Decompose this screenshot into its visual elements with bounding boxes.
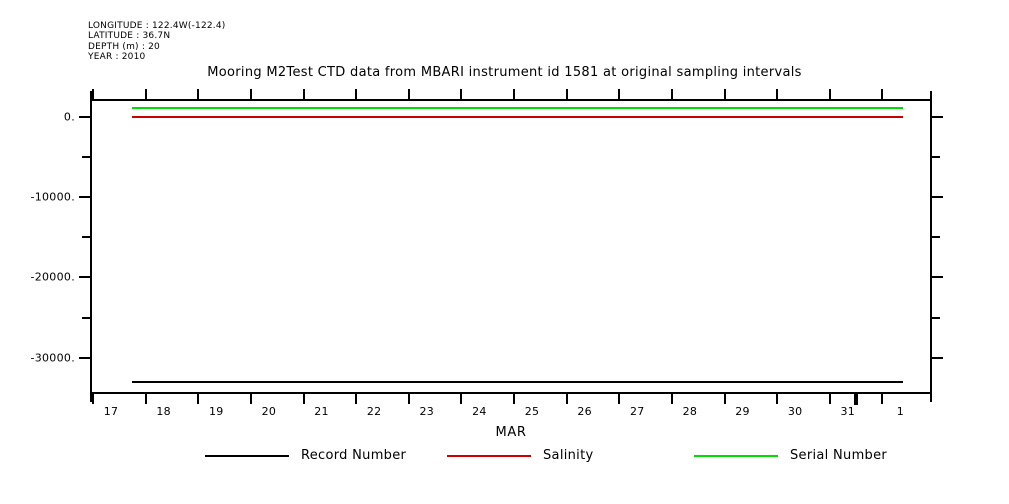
x-tick-label: 31 <box>840 405 856 418</box>
y-tick-major <box>932 276 943 279</box>
y-tick-label: 0. <box>63 110 75 124</box>
x-tick <box>881 394 884 404</box>
x-tick <box>881 89 884 99</box>
y-tick-major <box>79 356 90 359</box>
metadata-year: YEAR : 2010 <box>88 52 146 63</box>
x-tick <box>618 394 621 404</box>
x-tick <box>565 394 568 404</box>
plot-frame <box>90 91 932 402</box>
x-tick <box>723 394 726 404</box>
plot-area: 0. -10000. -20000. -30000. 17 18 19 20 21 22 23 24… <box>30 89 943 440</box>
x-tick-label: 23 <box>419 405 435 418</box>
x-tick <box>776 394 779 404</box>
x-tick <box>92 394 95 404</box>
y-tick-label: -30000. <box>30 351 75 365</box>
x-tick <box>355 394 358 404</box>
x-tick <box>670 89 673 99</box>
x-tick-label: 21 <box>314 405 329 418</box>
x-tick <box>723 89 726 99</box>
metadata-latitude: LATITUDE : 36.7N <box>88 31 171 42</box>
series-line-record-number <box>132 380 904 383</box>
x-tick <box>776 89 779 99</box>
x-tick <box>407 394 410 404</box>
y-tick-minor <box>82 316 90 319</box>
y-tick-major <box>932 115 943 118</box>
legend-label: Salinity <box>543 448 594 463</box>
x-tick-label: 25 <box>524 405 540 418</box>
x-tick <box>197 394 200 404</box>
y-axis-labels: 0. -10000. -20000. -30000. <box>0 99 75 394</box>
chart-title: Mooring M2Test CTD data from MBARI instr… <box>207 65 802 80</box>
metadata-block: LONGITUDE : 122.4W(-122.4) LATITUDE : 36… <box>88 21 226 63</box>
x-tick <box>407 89 410 99</box>
x-tick-month-break <box>854 394 859 405</box>
x-tick-label: 27 <box>629 405 645 418</box>
axis-top <box>90 99 932 101</box>
x-tick-label: 28 <box>682 405 698 418</box>
x-tick <box>828 394 831 404</box>
x-tick <box>513 394 516 404</box>
legend-label: Serial Number <box>790 448 888 463</box>
metadata-longitude: LONGITUDE : 122.4W(-122.4) <box>88 21 226 31</box>
x-tick-label: 19 <box>208 405 224 418</box>
x-axis-title: MAR <box>495 425 527 440</box>
y-tick-minor <box>932 316 940 319</box>
x-tick <box>197 89 200 99</box>
y-tick-minor <box>82 155 90 158</box>
x-tick <box>460 394 463 404</box>
legend-swatch-icon <box>694 455 778 457</box>
x-tick <box>513 89 516 99</box>
legend-swatch-icon <box>205 455 289 457</box>
axis-bottom <box>90 392 932 394</box>
series-line-serial-number <box>132 106 904 109</box>
x-tick-label: 30 <box>787 405 803 418</box>
x-tick <box>302 394 305 404</box>
y-tick-major <box>932 196 943 199</box>
x-tick <box>460 89 463 99</box>
y-tick-label: -10000. <box>30 190 75 204</box>
x-tick-label: 17 <box>103 405 119 418</box>
x-tick <box>565 89 568 99</box>
y-tick-minor <box>932 236 940 239</box>
legend-swatch-icon <box>447 455 531 457</box>
x-tick <box>249 89 252 99</box>
x-tick <box>355 89 358 99</box>
x-tick-label: 24 <box>472 405 487 418</box>
y-tick-major <box>79 115 90 118</box>
x-tick <box>618 89 621 99</box>
y-tick-minor <box>82 236 90 239</box>
series-line-salinity <box>132 116 904 119</box>
x-tick-label: 20 <box>261 405 277 418</box>
y-tick-label: -20000. <box>30 270 75 284</box>
y-tick-major <box>79 276 90 279</box>
x-tick <box>249 394 252 404</box>
x-tick <box>302 89 305 99</box>
y-tick-major <box>932 356 943 359</box>
x-tick-label: 1 <box>896 405 905 418</box>
x-tick <box>144 89 147 99</box>
axis-right <box>930 91 932 402</box>
x-tick <box>144 394 147 404</box>
axis-left <box>90 91 92 402</box>
y-tick-major <box>79 196 90 199</box>
y-tick-minor <box>932 155 940 158</box>
x-tick <box>670 394 673 404</box>
legend-label: Record Number <box>301 448 407 463</box>
x-tick <box>92 89 95 99</box>
chart-legend: Record Number Salinity Serial Number <box>0 446 1009 470</box>
x-tick-label: 18 <box>156 405 171 418</box>
x-tick-label: 29 <box>735 405 750 418</box>
metadata-depth: DEPTH (m) : 20 <box>88 41 160 52</box>
x-tick-label: 26 <box>577 405 592 418</box>
x-tick <box>828 89 831 99</box>
x-tick-label: 22 <box>366 405 382 418</box>
